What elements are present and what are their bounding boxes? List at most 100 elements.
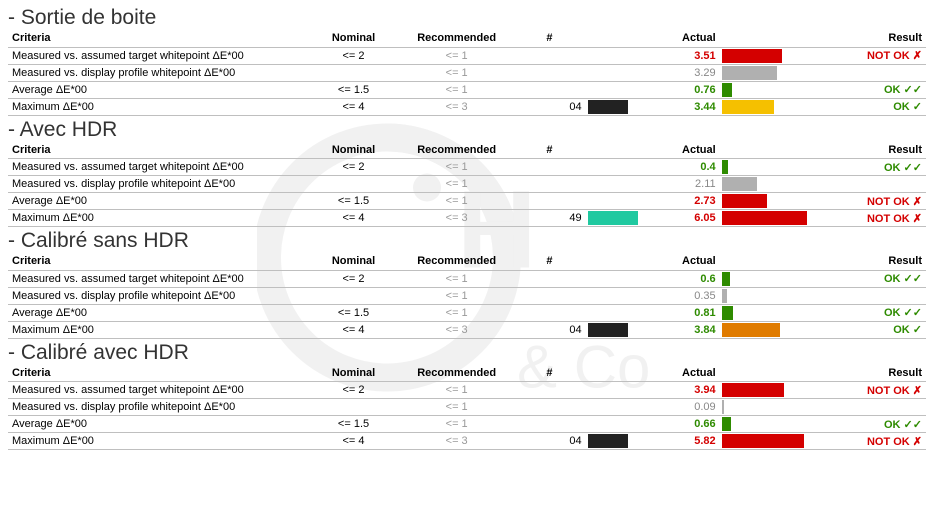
hash-bar-cell xyxy=(586,399,648,416)
criteria-cell: Average ΔE*00 xyxy=(8,193,307,210)
criteria-cell: Maximum ΔE*00 xyxy=(8,433,307,450)
col-hash-bar xyxy=(586,365,648,382)
criteria-cell: Measured vs. assumed target whitepoint Δ… xyxy=(8,159,307,176)
hash-cell: 04 xyxy=(513,321,585,338)
result-cell xyxy=(812,64,926,81)
section-title: - Calibré avec HDR xyxy=(8,341,926,365)
hash-bar-cell xyxy=(586,210,648,227)
hash-bar-cell xyxy=(586,382,648,399)
criteria-table: CriteriaNominalRecommended#ActualResultM… xyxy=(8,30,926,116)
actual-cell: 3.44 xyxy=(647,98,719,115)
table-row: Maximum ΔE*00<= 4<= 3043.84OK ✓ xyxy=(8,321,926,338)
actual-bar-cell xyxy=(720,416,813,433)
hash-cell xyxy=(513,416,585,433)
col-result: Result xyxy=(812,365,926,382)
col-actual: Actual xyxy=(647,30,719,47)
col-hash-bar xyxy=(586,253,648,270)
hash-cell xyxy=(513,304,585,321)
recommended-cell: <= 1 xyxy=(400,64,513,81)
nominal-cell: <= 4 xyxy=(307,210,400,227)
nominal-cell: <= 4 xyxy=(307,433,400,450)
col-hash: # xyxy=(513,365,585,382)
actual-cell: 0.76 xyxy=(647,81,719,98)
col-criteria: Criteria xyxy=(8,142,307,159)
hash-cell: 04 xyxy=(513,98,585,115)
nominal-cell: <= 4 xyxy=(307,321,400,338)
recommended-cell: <= 1 xyxy=(400,399,513,416)
recommended-cell: <= 1 xyxy=(400,176,513,193)
nominal-cell: <= 4 xyxy=(307,98,400,115)
col-hash: # xyxy=(513,30,585,47)
hash-bar-cell xyxy=(586,321,648,338)
col-actual-bar xyxy=(720,142,813,159)
actual-cell: 0.6 xyxy=(647,270,719,287)
criteria-cell: Measured vs. assumed target whitepoint Δ… xyxy=(8,47,307,64)
nominal-cell: <= 2 xyxy=(307,270,400,287)
actual-bar-cell xyxy=(720,176,813,193)
recommended-cell: <= 1 xyxy=(400,416,513,433)
col-actual: Actual xyxy=(647,142,719,159)
criteria-cell: Maximum ΔE*00 xyxy=(8,321,307,338)
section-title: - Sortie de boite xyxy=(8,6,926,30)
hash-cell xyxy=(513,159,585,176)
hash-bar-cell xyxy=(586,193,648,210)
col-recommended: Recommended xyxy=(400,142,513,159)
table-row: Maximum ΔE*00<= 4<= 3043.44OK ✓ xyxy=(8,98,926,115)
hash-bar-cell xyxy=(586,176,648,193)
col-nominal: Nominal xyxy=(307,142,400,159)
actual-bar-cell xyxy=(720,433,813,450)
table-row: Average ΔE*00<= 1.5<= 10.66OK ✓✓ xyxy=(8,416,926,433)
actual-bar-cell xyxy=(720,81,813,98)
hash-bar-cell xyxy=(586,287,648,304)
criteria-cell: Measured vs. display profile whitepoint … xyxy=(8,64,307,81)
criteria-cell: Measured vs. assumed target whitepoint Δ… xyxy=(8,270,307,287)
hash-bar-cell xyxy=(586,416,648,433)
recommended-cell: <= 1 xyxy=(400,270,513,287)
actual-cell: 3.84 xyxy=(647,321,719,338)
col-recommended: Recommended xyxy=(400,365,513,382)
nominal-cell: <= 2 xyxy=(307,47,400,64)
col-actual-bar xyxy=(720,365,813,382)
nominal-cell xyxy=(307,176,400,193)
col-hash-bar xyxy=(586,142,648,159)
table-row: Measured vs. assumed target whitepoint Δ… xyxy=(8,47,926,64)
result-cell: OK ✓ xyxy=(812,321,926,338)
result-cell: NOT OK ✗ xyxy=(812,47,926,64)
actual-cell: 2.73 xyxy=(647,193,719,210)
col-criteria: Criteria xyxy=(8,365,307,382)
actual-bar-cell xyxy=(720,210,813,227)
hash-bar-cell xyxy=(586,433,648,450)
hash-bar-cell xyxy=(586,304,648,321)
result-cell: OK ✓✓ xyxy=(812,416,926,433)
actual-bar-cell xyxy=(720,382,813,399)
recommended-cell: <= 3 xyxy=(400,98,513,115)
actual-cell: 3.94 xyxy=(647,382,719,399)
col-result: Result xyxy=(812,253,926,270)
actual-bar-cell xyxy=(720,193,813,210)
actual-bar-cell xyxy=(720,159,813,176)
actual-bar-cell xyxy=(720,64,813,81)
section-title: - Calibré sans HDR xyxy=(8,229,926,253)
actual-cell: 0.4 xyxy=(647,159,719,176)
nominal-cell xyxy=(307,399,400,416)
hash-cell xyxy=(513,64,585,81)
col-criteria: Criteria xyxy=(8,30,307,47)
col-recommended: Recommended xyxy=(400,253,513,270)
col-actual-bar xyxy=(720,253,813,270)
hash-bar-cell xyxy=(586,270,648,287)
table-row: Maximum ΔE*00<= 4<= 3496.05NOT OK ✗ xyxy=(8,210,926,227)
result-cell xyxy=(812,399,926,416)
col-nominal: Nominal xyxy=(307,253,400,270)
result-cell xyxy=(812,176,926,193)
hash-cell: 04 xyxy=(513,433,585,450)
col-hash-bar xyxy=(586,30,648,47)
nominal-cell: <= 2 xyxy=(307,159,400,176)
hash-cell xyxy=(513,287,585,304)
col-actual-bar xyxy=(720,30,813,47)
nominal-cell xyxy=(307,64,400,81)
table-row: Measured vs. display profile whitepoint … xyxy=(8,399,926,416)
nominal-cell: <= 1.5 xyxy=(307,304,400,321)
result-cell: OK ✓✓ xyxy=(812,81,926,98)
col-actual: Actual xyxy=(647,253,719,270)
criteria-cell: Average ΔE*00 xyxy=(8,304,307,321)
